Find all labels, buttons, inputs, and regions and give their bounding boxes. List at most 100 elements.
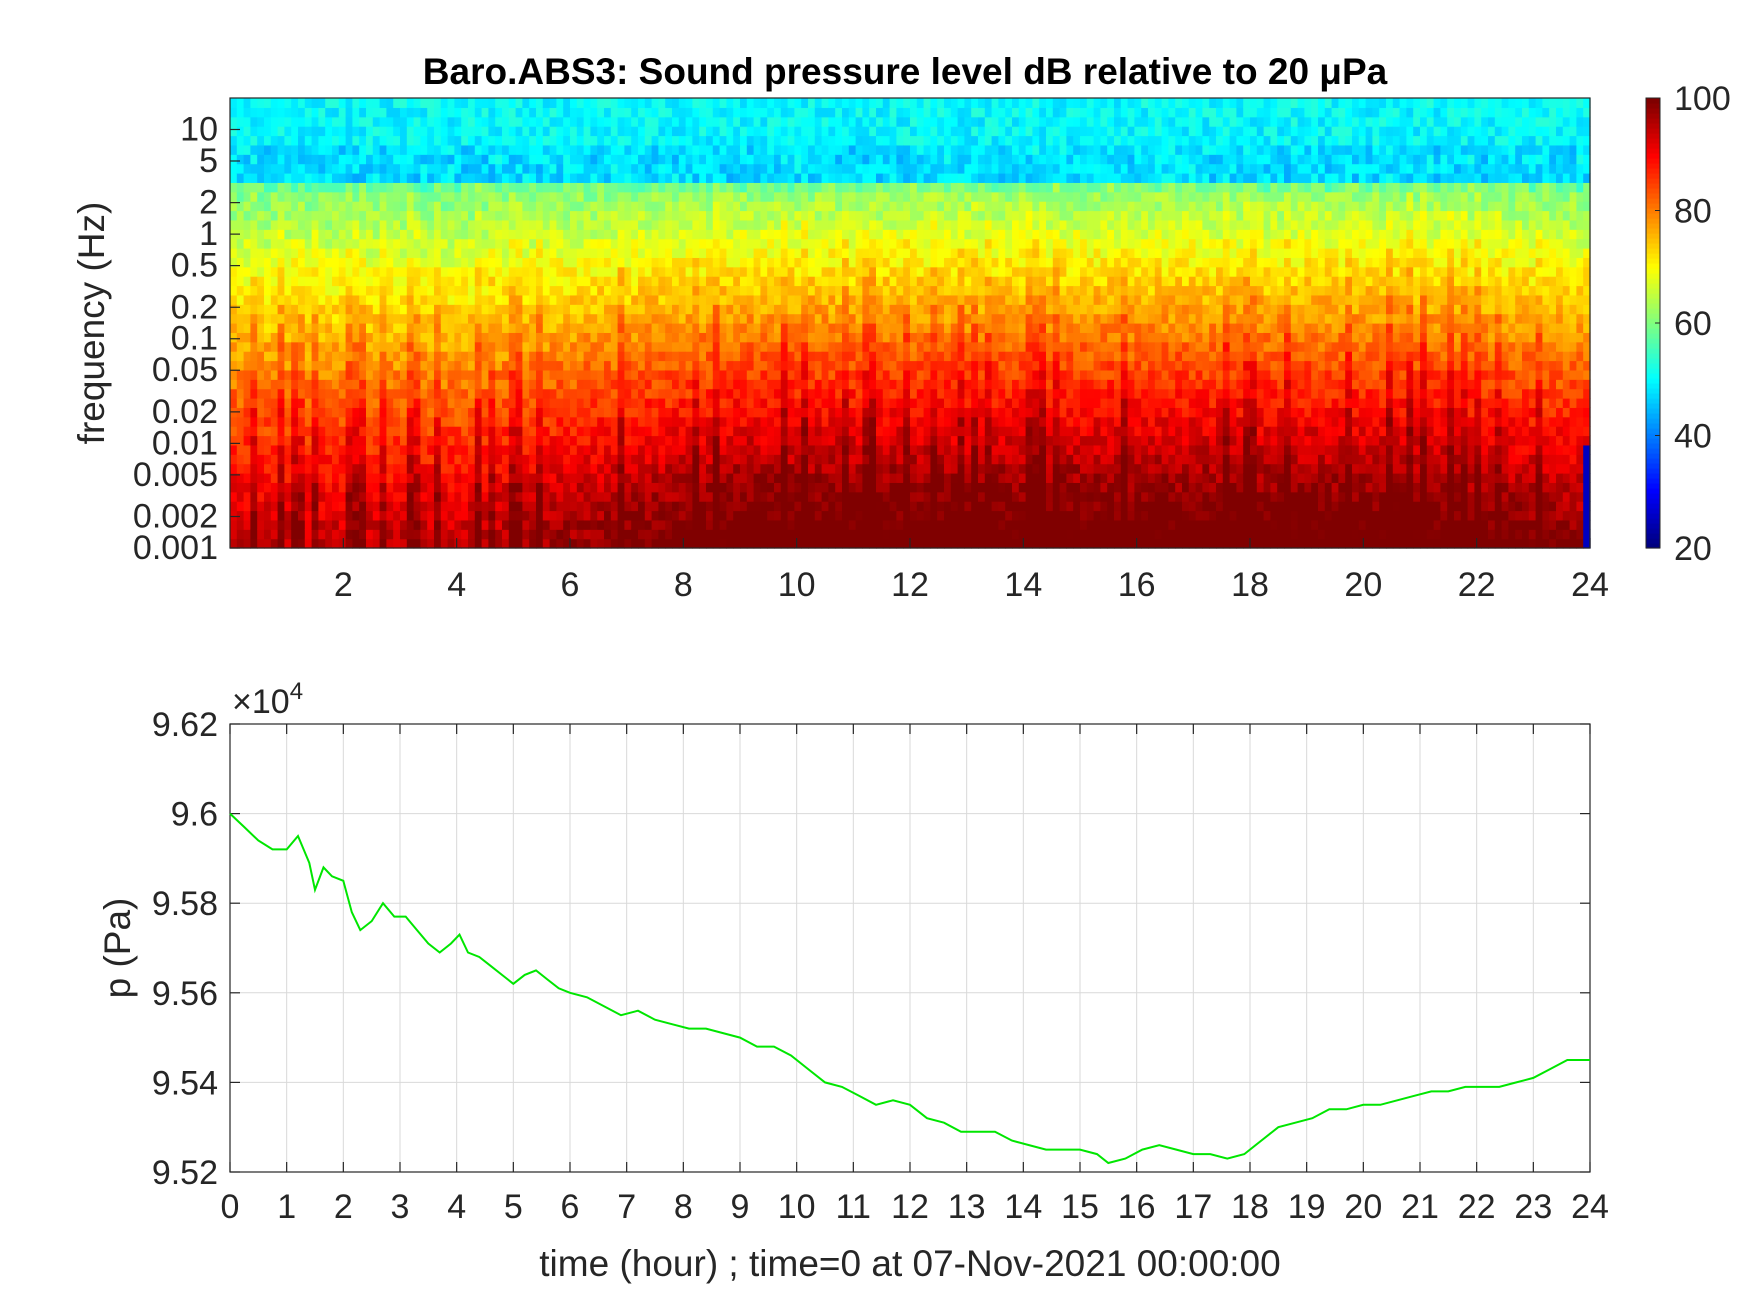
heatmap-cell — [522, 388, 530, 399]
heatmap-cell — [644, 519, 653, 530]
heatmap-cell — [318, 444, 326, 455]
heatmap-cell — [808, 538, 816, 549]
heatmap-cell — [882, 276, 891, 287]
heatmap-cell — [889, 473, 897, 483]
heatmap-cell — [542, 173, 551, 183]
heatmap-cell — [352, 248, 360, 258]
heatmap-cell — [468, 135, 476, 146]
heatmap-cell — [508, 360, 517, 371]
heatmap-cell — [468, 538, 476, 549]
heatmap-cell — [563, 341, 571, 352]
heatmap-cell — [638, 98, 646, 108]
heatmap-cell — [270, 191, 279, 202]
heatmap-cell — [372, 257, 381, 268]
heatmap-cell — [583, 454, 591, 465]
heatmap-cell — [746, 257, 755, 268]
heatmap-cell — [733, 163, 741, 174]
heatmap-cell — [332, 323, 340, 333]
heatmap-cell — [311, 182, 319, 193]
heatmap-cell — [515, 107, 523, 118]
heatmap-cell — [774, 407, 782, 418]
heatmap-cell — [481, 388, 489, 399]
heatmap-cell — [835, 248, 843, 258]
heatmap-cell — [522, 501, 530, 512]
heatmap-cell — [427, 276, 435, 287]
heatmap-cell — [570, 182, 578, 193]
heatmap-cell — [576, 285, 585, 296]
heatmap-cell — [678, 519, 687, 530]
heatmap-cell — [787, 491, 795, 502]
heatmap-cell — [406, 154, 415, 165]
heatmap-cell — [638, 529, 646, 540]
heatmap-cell — [474, 304, 483, 315]
heatmap-cell — [794, 444, 802, 455]
heatmap-cell — [740, 444, 748, 455]
heatmap-cell — [386, 144, 394, 155]
heatmap-cell — [563, 463, 571, 474]
heatmap-cell — [821, 482, 829, 493]
heatmap-cell — [495, 407, 503, 418]
heatmap-cell — [576, 294, 585, 305]
heatmap-cell — [644, 473, 653, 483]
heatmap-cell — [298, 341, 306, 352]
heatmap-cell — [386, 154, 394, 165]
heatmap-cell — [624, 173, 632, 183]
heatmap-cell — [264, 332, 272, 343]
heatmap-cell — [359, 388, 367, 399]
heatmap-cell — [719, 510, 727, 521]
heatmap-cell — [549, 454, 557, 465]
heatmap-cell — [304, 229, 313, 240]
heatmap-cell — [726, 360, 734, 371]
heatmap-cell — [420, 538, 428, 549]
heatmap-cell — [794, 98, 802, 108]
heatmap-cell — [345, 285, 353, 296]
heatmap-cell — [481, 510, 489, 521]
heatmap-cell — [386, 229, 394, 240]
heatmap-cell — [706, 323, 714, 333]
heatmap-cell — [706, 238, 714, 249]
heatmap-cell — [243, 294, 251, 305]
heatmap-cell — [760, 107, 768, 118]
heatmap-cell — [767, 266, 775, 277]
heatmap-cell — [318, 182, 326, 193]
heatmap-cell — [277, 313, 285, 324]
heatmap-cell — [529, 463, 537, 474]
heatmap-cell — [570, 173, 578, 183]
heatmap-cell — [651, 98, 659, 108]
heatmap-cell — [393, 219, 401, 230]
heatmap-cell — [658, 473, 666, 483]
heatmap-cell — [638, 248, 646, 258]
heatmap-cell — [801, 248, 809, 258]
heatmap-cell — [434, 538, 442, 549]
heatmap-cell — [930, 388, 938, 399]
heatmap-cell — [862, 313, 870, 324]
heatmap-cell — [250, 435, 258, 446]
heatmap-cell — [624, 98, 632, 108]
heatmap-cell — [672, 510, 680, 521]
heatmap-cell — [808, 351, 816, 362]
heatmap-cell — [393, 332, 401, 343]
heatmap-cell — [236, 285, 245, 296]
heatmap-cell — [413, 398, 421, 408]
heatmap-cell — [325, 454, 333, 465]
heatmap-cell — [379, 379, 387, 390]
heatmap-cell — [318, 98, 326, 108]
heatmap-cell — [468, 416, 476, 427]
heatmap-cell — [624, 332, 632, 343]
heatmap-cell — [243, 435, 251, 446]
heatmap-cell — [590, 201, 598, 212]
heatmap-cell — [753, 416, 761, 427]
heatmap-cell — [651, 482, 659, 493]
heatmap-cell — [311, 135, 319, 146]
heatmap-cell — [685, 238, 693, 249]
heatmap-cell — [746, 201, 755, 212]
heatmap-cell — [835, 463, 843, 474]
heatmap-cell — [529, 473, 537, 483]
heatmap-cell — [420, 126, 428, 137]
heatmap-cell — [828, 501, 836, 512]
heatmap-cell — [556, 444, 564, 455]
heatmap-cell — [876, 341, 884, 352]
heatmap-cell — [624, 154, 632, 165]
heatmap-cell — [808, 313, 816, 324]
heatmap-cell — [515, 323, 523, 333]
